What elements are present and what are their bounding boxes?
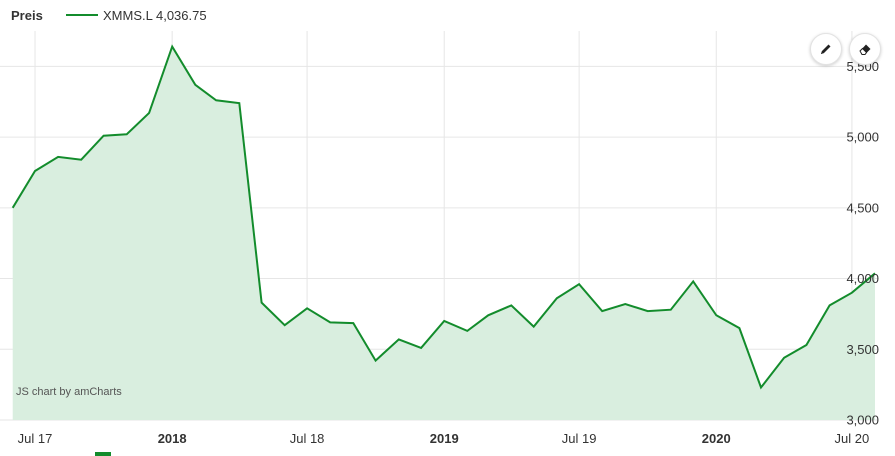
erase-tool-button[interactable] [849, 33, 881, 65]
data-point[interactable] [735, 324, 743, 332]
data-point[interactable] [168, 43, 176, 51]
data-point[interactable] [235, 99, 243, 107]
y-tick-label: 3,500 [846, 342, 879, 357]
x-tick-label: Jul 19 [562, 431, 597, 446]
y-tick-label: 5,000 [846, 130, 879, 145]
draw-tool-button[interactable] [810, 33, 842, 65]
data-point[interactable] [9, 204, 17, 212]
data-point[interactable] [191, 81, 199, 89]
pencil-icon [821, 44, 831, 54]
data-point[interactable] [802, 341, 810, 349]
data-point[interactable] [712, 311, 720, 319]
data-point[interactable] [123, 130, 131, 138]
data-point[interactable] [871, 269, 879, 277]
data-point[interactable] [530, 323, 538, 331]
x-tick-label: Jul 17 [18, 431, 53, 446]
data-point[interactable] [848, 289, 856, 297]
data-point[interactable] [77, 156, 85, 164]
series-line[interactable] [11, 44, 876, 390]
data-point[interactable] [826, 301, 834, 309]
data-point[interactable] [484, 311, 492, 319]
data-point[interactable] [372, 357, 380, 365]
data-point[interactable] [395, 335, 403, 343]
y-tick-label: 3,000 [846, 413, 879, 428]
y-tick-label: 4,000 [846, 271, 879, 286]
data-point[interactable] [326, 318, 334, 326]
legend-series-label[interactable]: XMMS.L 4,036.75 [103, 8, 207, 23]
data-point[interactable] [507, 301, 515, 309]
data-point[interactable] [575, 280, 583, 288]
chart-legend: Preis XMMS.L 4,036.75 [0, 0, 895, 30]
data-point[interactable] [440, 317, 448, 325]
data-point[interactable] [303, 304, 311, 312]
scrollbar-grip[interactable] [95, 452, 111, 456]
data-point[interactable] [598, 307, 606, 315]
data-point[interactable] [212, 96, 220, 104]
x-tick-label: Jul 18 [290, 431, 325, 446]
x-tick-label: 2019 [430, 431, 459, 446]
data-point[interactable] [689, 277, 697, 285]
x-tick-label: 2018 [158, 431, 187, 446]
y-tick-label: 4,500 [846, 200, 879, 215]
eraser-icon [859, 44, 871, 55]
data-point[interactable] [54, 153, 62, 161]
data-point[interactable] [349, 319, 357, 327]
data-point[interactable] [145, 109, 153, 117]
x-axis-labels: Jul 17 2018 Jul 18 2019 Jul 19 2020 Jul 20 [18, 431, 870, 446]
data-point[interactable] [417, 344, 425, 352]
legend-title: Preis [11, 8, 43, 23]
data-point[interactable] [621, 300, 629, 308]
data-point[interactable] [281, 321, 289, 329]
x-tick-label: 2020 [702, 431, 731, 446]
data-point[interactable] [644, 307, 652, 315]
data-point[interactable] [463, 327, 471, 335]
data-point[interactable] [258, 299, 266, 307]
data-point[interactable] [780, 354, 788, 362]
data-point[interactable] [31, 167, 39, 175]
data-point[interactable] [100, 132, 108, 140]
chart-credit[interactable]: JS chart by amCharts [16, 386, 122, 398]
series-area-fill [12, 46, 875, 420]
data-point[interactable] [667, 306, 675, 314]
x-tick-label: Jul 20 [835, 431, 870, 446]
data-point[interactable] [757, 383, 765, 391]
data-point[interactable] [553, 294, 561, 302]
legend-series-swatch[interactable] [66, 14, 98, 16]
